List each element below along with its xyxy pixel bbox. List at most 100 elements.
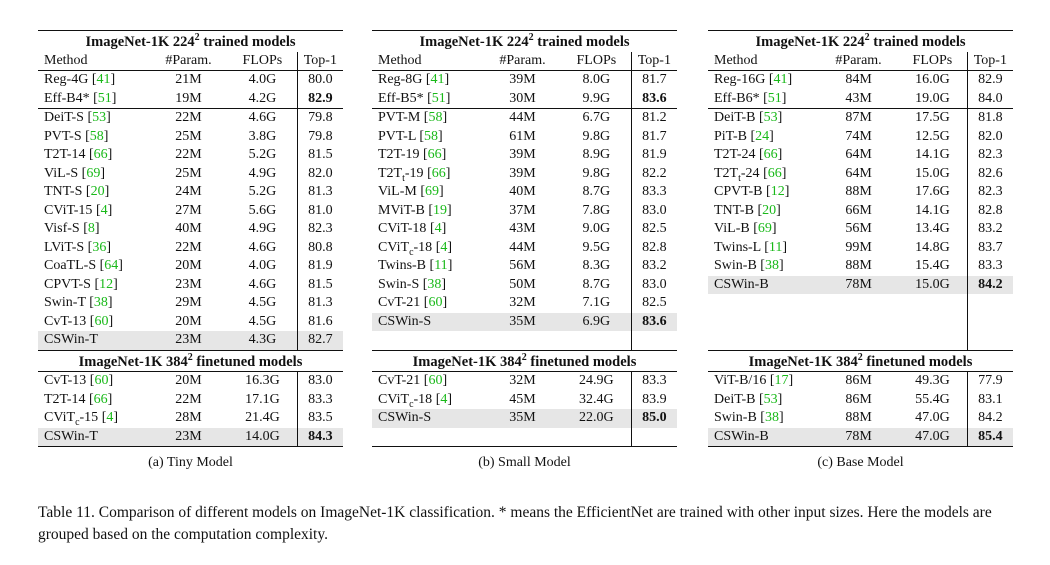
top1-cell: 82.5 xyxy=(642,295,667,310)
citation-link[interactable]: 66 xyxy=(427,147,442,162)
citation-link[interactable]: 69 xyxy=(757,221,772,236)
citation-link[interactable]: 66 xyxy=(763,147,778,162)
citation-link[interactable]: 41 xyxy=(773,72,788,87)
table-row: Swin-S [38] 50M 8.7G 83.0 xyxy=(372,275,677,294)
citation-link[interactable]: 66 xyxy=(93,147,108,162)
citation-link[interactable]: 60 xyxy=(94,313,109,329)
method-name: CvT-13 xyxy=(44,373,90,388)
method-name: Eff-B4* xyxy=(44,90,90,106)
citation-link[interactable]: 66 xyxy=(93,391,108,407)
top1-cell: 83.2 xyxy=(642,258,667,273)
citation-link[interactable]: 53 xyxy=(763,391,778,407)
citation-link[interactable]: 4 xyxy=(106,410,114,425)
citation-link[interactable]: 51 xyxy=(767,90,782,106)
citation-link[interactable]: 51 xyxy=(97,90,112,106)
citation-link[interactable]: 69 xyxy=(86,165,101,181)
top1-cell: 83.3 xyxy=(308,391,333,407)
table-row: Twins-L [11] 99M 14.8G 83.7 xyxy=(708,238,1013,257)
table-row: LViT-S [36] 22M 4.6G 80.8 xyxy=(38,238,343,257)
subtable-caption: (a) Tiny Model xyxy=(148,455,233,470)
section-title: ImageNet-1K 224 xyxy=(755,34,865,50)
flops-cell: 9.8G xyxy=(561,127,632,146)
method-name: CvT-13 xyxy=(44,313,87,329)
method-name: MViT-B xyxy=(378,202,425,218)
citation-link[interactable]: 17 xyxy=(774,373,789,388)
citation-link[interactable]: 41 xyxy=(430,72,445,87)
citation-link[interactable]: 38 xyxy=(764,258,779,273)
citation-link[interactable]: 36 xyxy=(92,239,107,255)
citation-link[interactable]: 69 xyxy=(425,184,439,199)
citation-link[interactable]: 4 xyxy=(434,221,442,236)
citation-link[interactable]: 60 xyxy=(94,373,109,388)
method-name: DeiT-B xyxy=(714,391,756,407)
citation-link[interactable]: 19 xyxy=(433,202,448,218)
method-cell: LViT-S [36] xyxy=(44,239,111,255)
citation-link[interactable]: 4 xyxy=(100,202,108,218)
table-row: TNT-S [20] 24M 5.2G 81.3 xyxy=(38,183,343,202)
section-header: ImageNet-1K 2242 trained models xyxy=(708,30,1013,52)
flops-header: FLOPs xyxy=(898,51,968,71)
results-table: ImageNet-1K 2242 trained models Method #Pa… xyxy=(372,30,677,447)
method-cell: PVT-L [58] xyxy=(378,128,443,144)
citation-link[interactable]: 53 xyxy=(92,110,107,125)
flops-cell: 14.1G xyxy=(898,201,968,220)
citation-link[interactable]: 64 xyxy=(104,258,119,273)
method-name: Swin-T xyxy=(44,295,86,310)
method-name: CSWin-T xyxy=(44,332,98,347)
citation-link[interactable]: 11 xyxy=(434,258,448,273)
method-cell: ViT-B/16 [17] xyxy=(708,371,820,391)
section-suffix: trained models xyxy=(533,34,630,50)
citation-link[interactable]: 66 xyxy=(767,165,782,181)
citation-link[interactable]: 38 xyxy=(93,295,108,310)
method-name: ViT-B/16 xyxy=(714,373,767,388)
citation-link[interactable]: 51 xyxy=(431,90,446,106)
citation-link[interactable]: 60 xyxy=(428,295,443,310)
citation-link[interactable]: 58 xyxy=(89,128,104,144)
top1-cell: 83.6 xyxy=(642,90,667,106)
top1-cell: 82.0 xyxy=(978,128,1003,144)
citation-link[interactable]: 58 xyxy=(428,110,443,125)
method-name: CViT xyxy=(378,239,410,255)
citation-link[interactable]: 4 xyxy=(440,239,448,255)
table-row: MViT-B [19] 37M 7.8G 83.0 xyxy=(372,201,677,220)
method-subscript: c xyxy=(409,246,414,258)
citation-link[interactable]: 11 xyxy=(768,239,783,255)
citation-link[interactable]: 4 xyxy=(440,391,448,407)
section-header: ImageNet-1K 2242 trained models xyxy=(372,30,677,52)
params-cell: 19M xyxy=(175,90,202,106)
column-headers: Method #Param. FLOPs Top-1 xyxy=(38,51,343,71)
citation-link[interactable]: 38 xyxy=(427,276,442,292)
top1-cell: 82.9 xyxy=(978,72,1003,87)
citation-link[interactable]: 8 xyxy=(87,221,95,236)
table-row: PVT-L [58] 61M 9.8G 81.7 xyxy=(372,127,677,146)
params-cell: 24M xyxy=(175,184,202,199)
top1-cell: 83.9 xyxy=(642,391,667,407)
citation-link[interactable]: 58 xyxy=(424,128,439,144)
flops-cell: 32.4G xyxy=(561,390,632,409)
method-cell: CViTc-18 [4] xyxy=(378,239,453,258)
method-name: Reg-16G xyxy=(714,72,766,87)
citation-link[interactable]: 38 xyxy=(764,410,779,425)
section-suffix: finetuned models xyxy=(526,353,637,370)
flops-cell: 16.0G xyxy=(898,70,968,90)
flops-cell: 49.3G xyxy=(898,371,968,391)
top1-cell: 83.7 xyxy=(978,239,1003,255)
method-name: Reg-4G xyxy=(44,72,89,87)
citation-link[interactable]: 12 xyxy=(99,276,114,292)
method-name: T2T-14 xyxy=(44,147,86,162)
method-name: T2T-14 xyxy=(44,391,86,407)
top1-cell: 82.2 xyxy=(642,165,667,181)
citation-link[interactable]: 66 xyxy=(431,165,446,181)
top1-header: Top-1 xyxy=(967,51,1013,71)
flops-cell: 17.6G xyxy=(898,183,968,202)
citation-link[interactable]: 12 xyxy=(770,184,785,199)
citation-link[interactable]: 20 xyxy=(762,202,777,218)
citation-link[interactable]: 20 xyxy=(90,184,105,199)
table-row: CSWin-B 78M 47.0G 85.4 xyxy=(708,427,1013,447)
citation-link[interactable]: 41 xyxy=(96,72,111,87)
top1-cell: 83.5 xyxy=(308,410,333,425)
method-cell: CoaTL-S [64] xyxy=(44,258,123,273)
citation-link[interactable]: 53 xyxy=(763,110,778,125)
citation-link[interactable]: 24 xyxy=(755,128,770,144)
citation-link[interactable]: 60 xyxy=(428,373,443,388)
